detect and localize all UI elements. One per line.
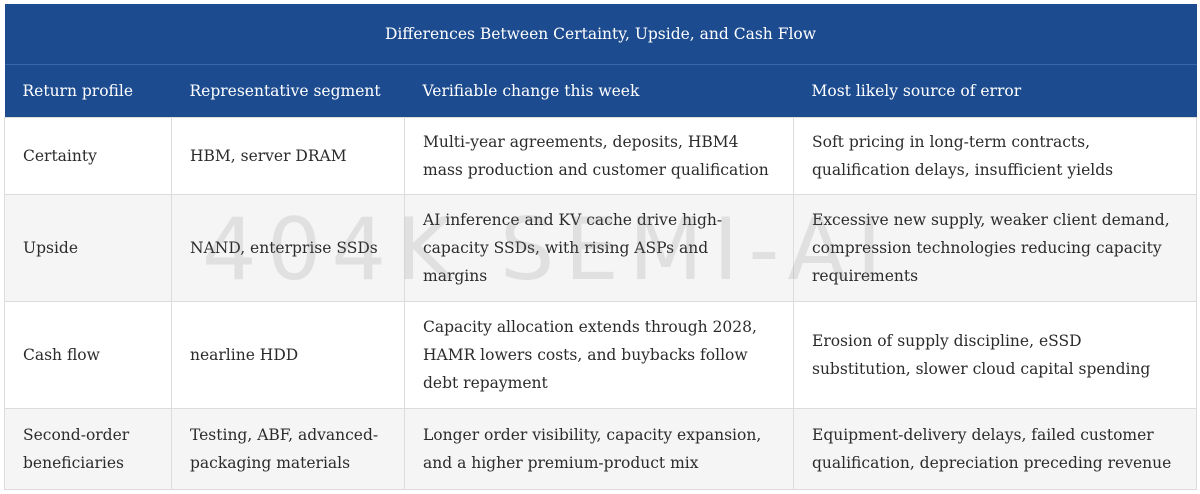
table-row: Cash flow nearline HDD Capacity allocati…	[4, 301, 1198, 409]
cell-change: Longer order visibility, capacity expans…	[404, 408, 794, 490]
cell-error: Excessive new supply, weaker client dema…	[792, 194, 1198, 302]
cell-error: Erosion of supply discipline, eSSD subst…	[792, 301, 1198, 409]
table-row: Upside NAND, enterprise SSDs AI inferenc…	[4, 194, 1198, 302]
comparison-table: Differences Between Certainty, Upside, a…	[4, 4, 1198, 490]
cell-error: Soft pricing in long-term contracts, qua…	[792, 117, 1198, 195]
table-title: Differences Between Certainty, Upside, a…	[4, 4, 1197, 65]
cell-change: Capacity allocation extends through 2028…	[404, 301, 794, 409]
cell-segment: nearline HDD	[171, 301, 405, 409]
cell-segment: NAND, enterprise SSDs	[171, 194, 405, 302]
table-header-row: Return profile Representative segment Ve…	[4, 64, 1197, 118]
table-row: Second-order beneficiaries Testing, ABF,…	[4, 408, 1198, 490]
table-container: Differences Between Certainty, Upside, a…	[4, 4, 1198, 490]
cell-profile: Certainty	[4, 117, 172, 195]
cell-change: Multi-year agreements, deposits, HBM4 ma…	[404, 117, 794, 195]
cell-error: Equipment-delivery delays, failed custom…	[792, 408, 1198, 490]
cell-profile: Cash flow	[4, 301, 172, 409]
header-representative-segment: Representative segment	[171, 64, 405, 118]
cell-segment: Testing, ABF, advanced-packaging materia…	[171, 408, 405, 490]
header-return-profile: Return profile	[4, 64, 172, 118]
cell-profile: Upside	[4, 194, 172, 302]
cell-profile: Second-order beneficiaries	[4, 408, 172, 490]
cell-segment: HBM, server DRAM	[171, 117, 405, 195]
table-row: Certainty HBM, server DRAM Multi-year ag…	[4, 117, 1198, 195]
header-verifiable-change: Verifiable change this week	[404, 64, 794, 118]
cell-change: AI inference and KV cache drive high-cap…	[404, 194, 794, 302]
table-title-row: Differences Between Certainty, Upside, a…	[4, 4, 1197, 65]
header-source-of-error: Most likely source of error	[793, 64, 1197, 118]
